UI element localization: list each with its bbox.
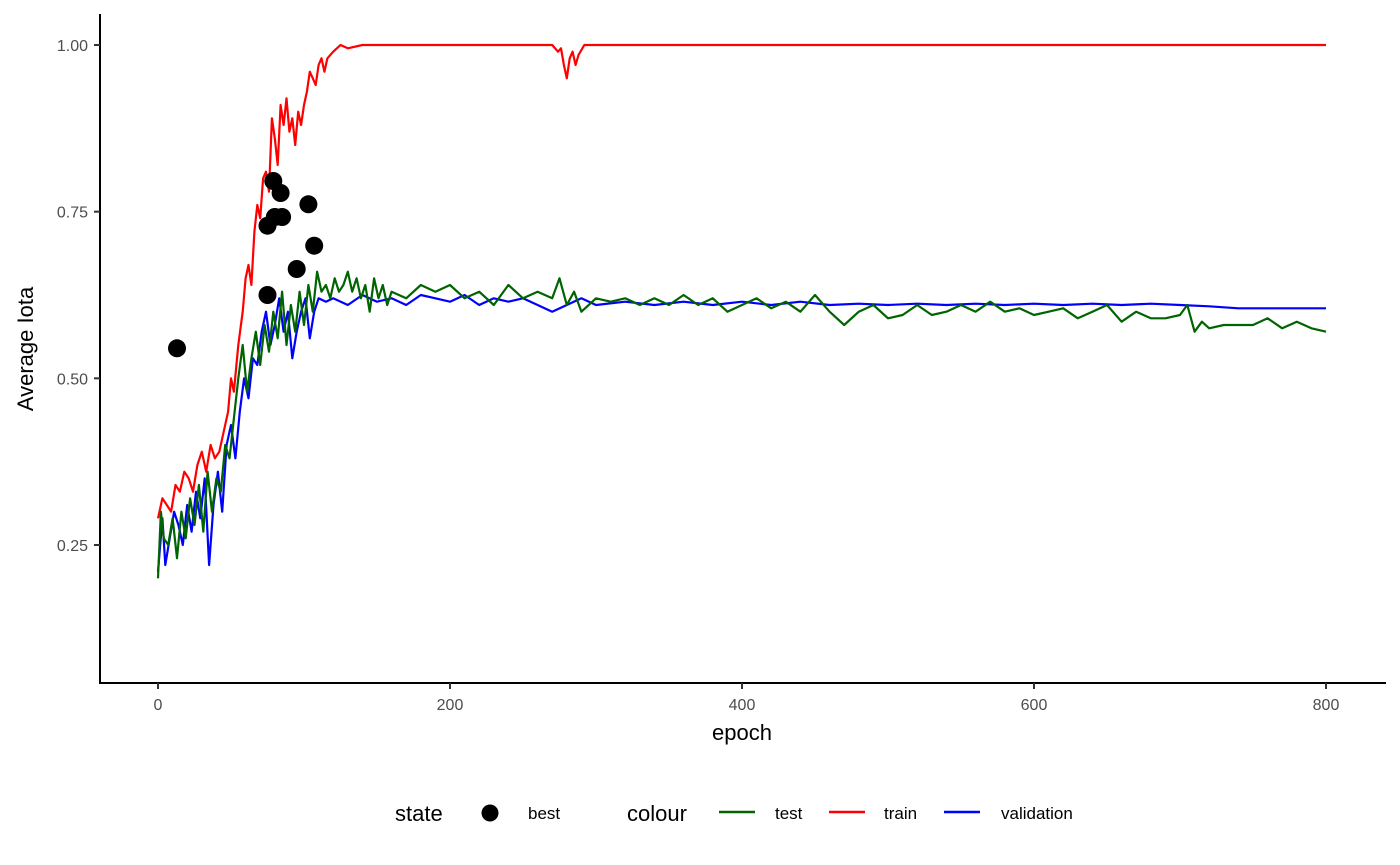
x-tick-label: 200 — [437, 697, 464, 714]
legend-best-label: best — [528, 804, 560, 823]
x-axis-title: epoch — [712, 720, 772, 745]
legend-best-point-icon — [481, 804, 499, 822]
best-point — [273, 208, 292, 226]
best-point — [168, 339, 186, 358]
legend-test-label: test — [775, 804, 803, 823]
x-tick-label: 400 — [729, 697, 756, 714]
y-tick-label: 0.25 — [57, 538, 88, 555]
best-point — [299, 195, 318, 214]
y-axis-title: Average Iota — [13, 286, 38, 411]
series-line-test — [156, 270, 1327, 579]
y-tick-label: 1.00 — [57, 38, 88, 55]
best-point — [305, 236, 324, 255]
x-tick-label: 800 — [1313, 697, 1340, 714]
best-point — [271, 184, 290, 202]
plot-lines — [156, 43, 1327, 579]
legend-state-title: state — [395, 801, 443, 826]
y-tick-label: 0.75 — [57, 205, 88, 222]
best-points — [168, 172, 324, 358]
series-line-validation — [156, 293, 1326, 572]
x-tick-label: 600 — [1021, 697, 1048, 714]
series-line-train — [156, 43, 1326, 519]
x-axis-ticks: 0 200 400 600 800 — [154, 683, 1340, 714]
legend-validation-label: validation — [1001, 804, 1073, 823]
best-point — [258, 286, 277, 304]
legend-train-label: train — [884, 804, 917, 823]
legend: state best colour test train validation — [395, 801, 1073, 826]
y-tick-label: 0.50 — [57, 371, 88, 388]
legend-colour-title: colour — [627, 801, 687, 826]
best-point — [287, 260, 306, 278]
y-axis-ticks: 0.25 0.50 0.75 1.00 — [57, 38, 100, 555]
x-tick-label: 0 — [154, 697, 163, 714]
